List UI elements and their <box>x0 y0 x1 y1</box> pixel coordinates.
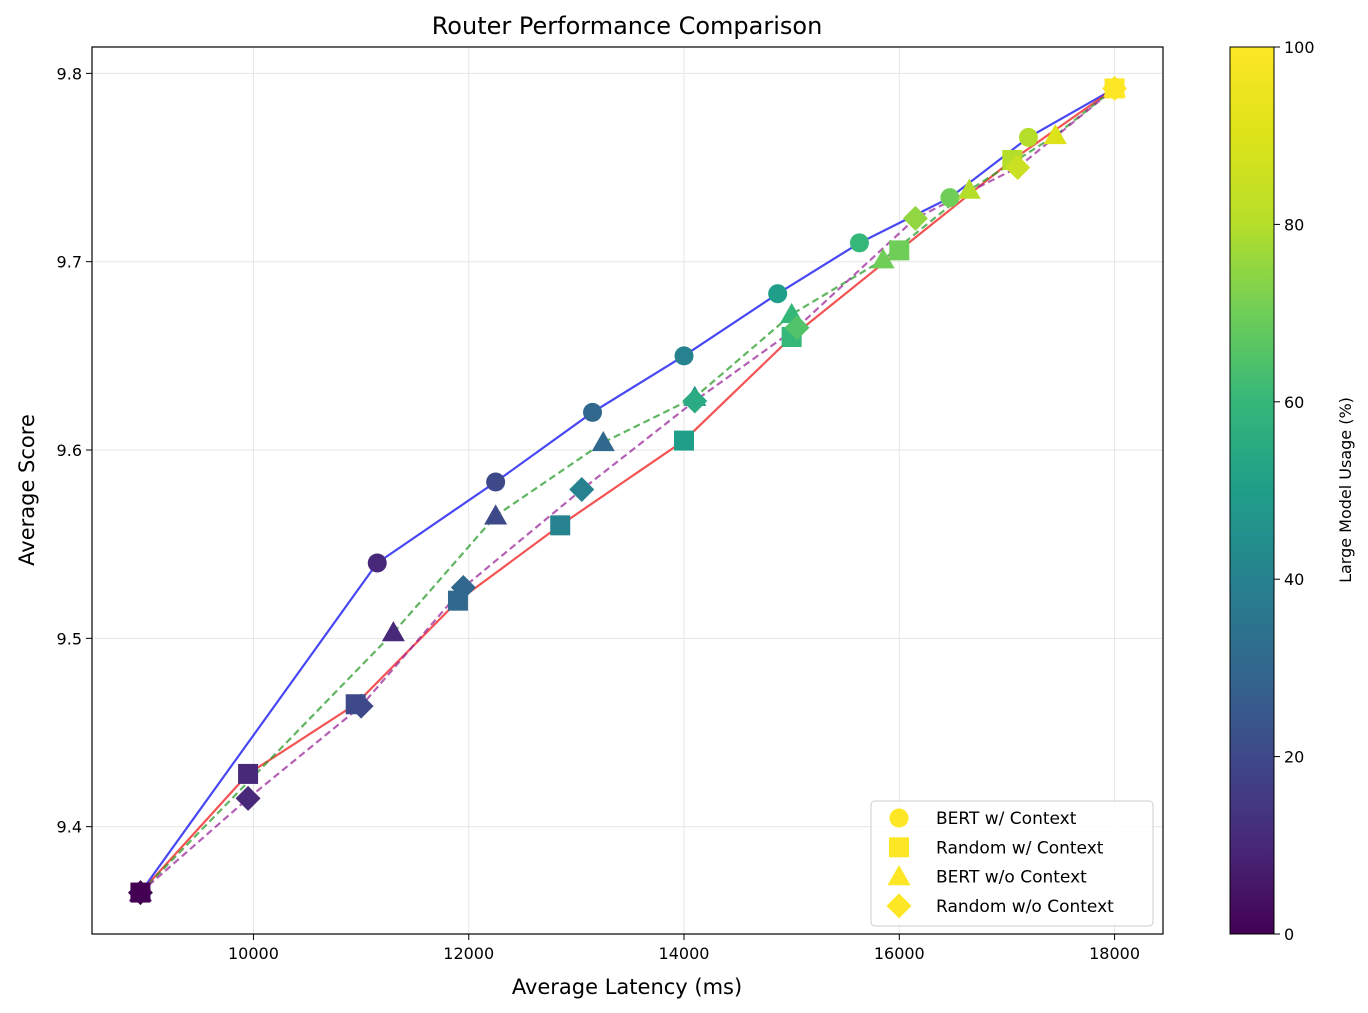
x-tick-label: 14000 <box>659 944 710 963</box>
y-axis-ticks: 9.4 9.5 9.6 9.7 9.8 <box>57 64 92 837</box>
data-point-circle <box>367 553 387 573</box>
legend: BERT w/ Context Random w/ Context BERT w/o… <box>870 800 1154 927</box>
y-axis-label: Average Score <box>15 414 39 566</box>
x-tick-label: 16000 <box>874 944 925 963</box>
data-point-circle <box>940 188 960 208</box>
legend-label: Random w/o Context <box>936 897 1114 917</box>
data-point-circle <box>768 284 788 304</box>
colorbar-tick-label: 80 <box>1284 215 1304 234</box>
colorbar-label: Large Model Usage (%) <box>1336 397 1355 583</box>
legend-label: Random w/ Context <box>936 838 1104 858</box>
data-point-triangle <box>871 248 895 269</box>
legend-label: BERT w/o Context <box>936 868 1087 888</box>
data-point-circle <box>486 472 506 492</box>
data-point-square <box>674 430 695 451</box>
data-point-circle <box>849 233 869 253</box>
data-point-circle <box>1018 127 1038 147</box>
chart-title: Router Performance Comparison <box>432 12 823 40</box>
series-line-bert-w-context <box>139 87 1116 894</box>
series-line-random-w-context <box>139 87 1116 894</box>
legend-marker-triangle <box>887 865 911 886</box>
data-point-diamond <box>569 477 595 503</box>
x-tick-label: 10000 <box>228 944 279 963</box>
data-point-diamond <box>450 574 476 600</box>
grid-lines <box>92 47 1163 934</box>
legend-marker-square <box>889 837 909 858</box>
y-tick-label: 9.7 <box>57 253 82 272</box>
data-point-triangle <box>381 621 405 642</box>
data-point-circle <box>583 402 603 422</box>
data-point-square <box>238 763 259 784</box>
data-point-triangle <box>484 504 508 525</box>
x-tick-label: 12000 <box>443 944 494 963</box>
colorbar-tick-label: 0 <box>1284 925 1294 944</box>
legend-marker-circle <box>889 808 909 828</box>
series-points <box>127 75 1128 906</box>
data-point-diamond <box>127 880 153 906</box>
data-point-diamond <box>784 315 810 341</box>
y-tick-label: 9.4 <box>57 818 82 837</box>
colorbar-tick-label: 60 <box>1284 393 1304 412</box>
colorbar-tick-label: 40 <box>1284 570 1304 589</box>
plot-frame <box>91 46 1164 935</box>
data-point-diamond <box>682 388 708 414</box>
y-tick-label: 9.6 <box>57 441 82 460</box>
legend-marker-diamond <box>886 893 912 919</box>
legend-box <box>870 800 1154 927</box>
data-point-diamond <box>1005 155 1031 181</box>
data-point-triangle <box>1043 124 1067 145</box>
colorbar <box>1229 46 1275 935</box>
data-point-circle <box>674 346 694 366</box>
colorbar-tick-label: 100 <box>1284 38 1315 57</box>
data-point-triangle <box>591 430 615 452</box>
data-point-diamond <box>902 205 928 231</box>
data-point-diamond <box>235 785 261 811</box>
data-point-diamond <box>1102 75 1128 101</box>
data-point-square <box>889 240 910 261</box>
series-line-random-w-o-context <box>139 87 1116 894</box>
data-point-square <box>550 515 571 536</box>
x-tick-label: 18000 <box>1089 944 1140 963</box>
y-tick-label: 9.8 <box>57 64 82 83</box>
x-axis-label: Average Latency (ms) <box>512 975 742 999</box>
data-point-triangle <box>957 178 981 199</box>
colorbar-tick-label: 20 <box>1284 748 1304 767</box>
data-point-diamond <box>348 693 374 719</box>
legend-label: BERT w/ Context <box>936 809 1077 829</box>
y-tick-label: 9.5 <box>57 629 82 648</box>
x-axis-ticks: 10000 12000 14000 16000 18000 <box>228 934 1140 963</box>
colorbar-ticks: 0 20 40 60 80 100 <box>1274 38 1315 944</box>
